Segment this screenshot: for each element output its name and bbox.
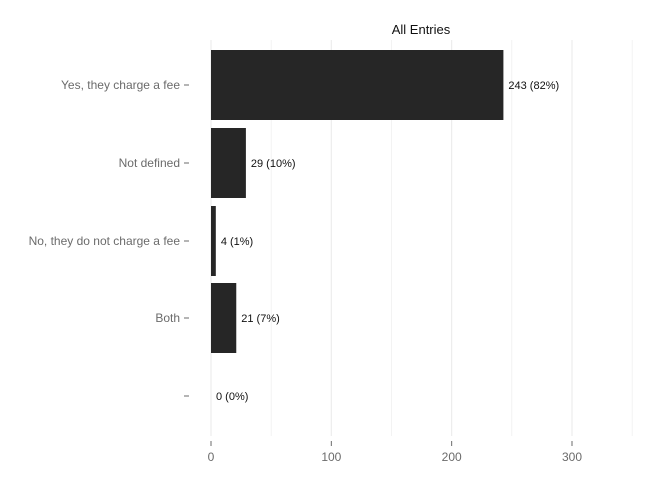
x-tick-label: 300 (562, 450, 582, 464)
data-label: 21 (7%) (241, 313, 280, 325)
y-axis: Yes, they charge a fee Not defined No, the… (29, 78, 189, 397)
data-labels: 243 (82%) 29 (10%) 4 (1%) 21 (7%) 0 (0%) (216, 80, 559, 403)
bar (211, 283, 237, 353)
data-label: 0 (0%) (216, 391, 248, 403)
data-label: 29 (10%) (251, 158, 296, 170)
x-tick-label: 200 (442, 450, 462, 464)
category-label: Yes, they charge a fee (61, 78, 180, 92)
data-label: 243 (82%) (508, 80, 559, 92)
bar (211, 128, 246, 198)
x-tick-label: 0 (208, 450, 215, 464)
chart-title: All Entries (392, 22, 451, 37)
x-tick-label: 100 (321, 450, 341, 464)
category-label: Not defined (119, 156, 180, 170)
bar (211, 50, 504, 120)
category-label: No, they do not charge a fee (29, 234, 181, 248)
bars (211, 50, 504, 353)
x-axis: 0 100 200 300 (208, 441, 582, 464)
bar (211, 206, 216, 276)
category-label: Both (155, 311, 180, 325)
data-label: 4 (1%) (221, 236, 253, 248)
